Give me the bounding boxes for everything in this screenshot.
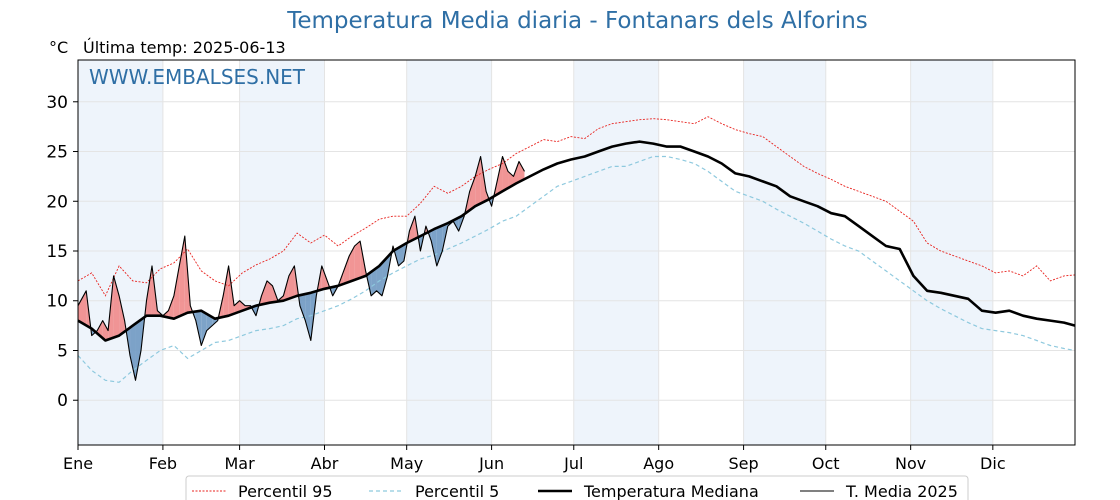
above-median-fill xyxy=(343,255,350,284)
below-median-fill xyxy=(376,262,383,296)
below-median-fill xyxy=(130,323,136,381)
percentil-95-line xyxy=(77,116,1076,297)
median-line xyxy=(77,140,1076,342)
below-median-fill xyxy=(431,227,437,266)
below-median-fill xyxy=(299,293,306,321)
x-tick-label: Ago xyxy=(643,454,674,473)
above-median-fill xyxy=(223,265,229,317)
above-median-fill xyxy=(475,156,481,207)
series-lines xyxy=(77,116,1076,383)
above-median-fill xyxy=(518,161,525,182)
above-median-fill xyxy=(179,236,185,317)
x-tick-label: Sep xyxy=(729,454,759,473)
below-median-fill xyxy=(436,225,443,266)
month-band-9 xyxy=(743,60,826,445)
above-median-fill xyxy=(321,265,328,290)
above-median-fill xyxy=(266,280,273,304)
y-tick-label: 5 xyxy=(57,341,68,361)
above-median-fill xyxy=(119,295,125,336)
last-temp-label: Última temp: 2025-06-13 xyxy=(83,38,286,57)
x-tick-label: Jun xyxy=(478,454,504,473)
month-band-7 xyxy=(573,60,659,445)
y-tick-label: 30 xyxy=(46,93,68,113)
below-median-fill xyxy=(201,310,207,346)
x-tick-label: Oct xyxy=(812,454,840,473)
legend-label-3: Temperatura Mediana xyxy=(583,482,759,500)
above-median-fill xyxy=(349,246,355,282)
year-2025-line xyxy=(77,155,525,381)
x-axis-ticks: Ene Feb Mar Abr May Jun Jul Ago Sep Oct Nov Dic xyxy=(63,445,1006,473)
below-median-fill xyxy=(382,256,388,296)
month-band-11 xyxy=(910,60,993,445)
y-axis-unit: °C xyxy=(49,38,69,57)
x-tick-label: Mar xyxy=(225,454,256,473)
above-median-fill xyxy=(234,300,240,314)
month-band-5 xyxy=(406,60,492,445)
x-tick-label: Dic xyxy=(980,454,1006,473)
month-band-3 xyxy=(239,60,325,445)
above-median-fill xyxy=(102,320,109,340)
legend-label-1: Percentil 95 xyxy=(238,482,333,500)
below-median-fill xyxy=(135,319,141,381)
y-tick-label: 15 xyxy=(46,242,68,262)
below-median-fill xyxy=(371,267,377,296)
legend-label-2: Percentil 5 xyxy=(415,482,499,500)
x-tick-label: May xyxy=(390,454,423,473)
above-median-fill xyxy=(469,176,476,211)
percentil-5-line xyxy=(77,155,1076,383)
above-median-fill xyxy=(513,161,519,185)
x-tick-label: Nov xyxy=(895,454,926,473)
below-median-fill xyxy=(305,292,311,341)
above-median-fill xyxy=(168,295,174,319)
y-tick-label: 25 xyxy=(46,143,68,163)
above-median-fill xyxy=(354,241,361,280)
above-median-fill xyxy=(173,265,180,319)
legend-label-4: T. Media 2025 xyxy=(845,482,958,500)
above-median-fill xyxy=(497,156,503,195)
watermark: WWW.EMBALSES.NET xyxy=(89,65,306,89)
x-tick-label: Abr xyxy=(311,454,339,473)
y-axis-ticks: 0 5 10 15 20 25 30 xyxy=(46,93,78,411)
x-tick-label: Jul xyxy=(563,454,583,473)
legend-box xyxy=(185,475,969,500)
month-bands xyxy=(78,60,993,445)
above-median-fill xyxy=(78,290,87,326)
plot-frame xyxy=(77,59,1076,446)
x-tick-label: Feb xyxy=(149,454,177,473)
y-tick-label: 20 xyxy=(46,192,68,212)
chart-title: Temperatura Media diaria - Fontanars del… xyxy=(287,8,868,34)
below-median-fill xyxy=(398,244,404,266)
above-median-fill xyxy=(502,156,509,192)
above-median-fill xyxy=(261,280,267,305)
y-tick-label: 0 xyxy=(57,391,68,411)
above-median-fill xyxy=(409,216,415,242)
y-tick-label: 10 xyxy=(46,292,68,312)
x-tick-label: Ene xyxy=(63,454,93,473)
month-band-1 xyxy=(78,60,163,445)
legend: Percentil 95 Percentil 5 Temperatura Media… xyxy=(185,475,969,500)
